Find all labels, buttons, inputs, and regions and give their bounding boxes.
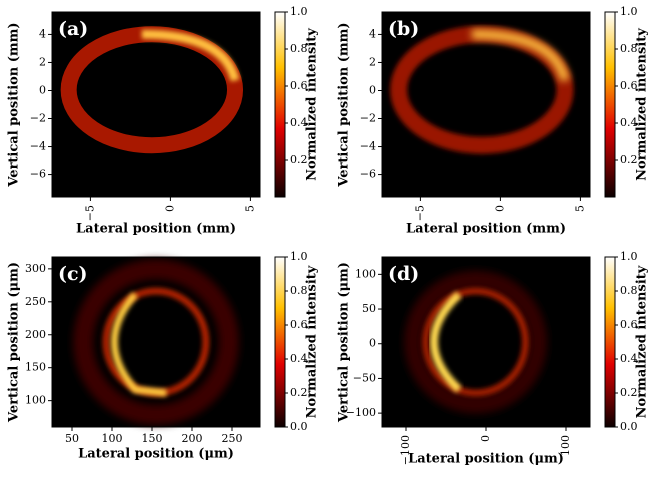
x-tick-label: 100 — [102, 432, 123, 445]
x-tick-label: 200 — [182, 432, 203, 445]
plot-frame — [381, 11, 591, 198]
y-tick-label: 0 — [39, 83, 46, 96]
y-tick-label: 2 — [39, 55, 46, 68]
colorbar — [274, 11, 286, 198]
colorbar-tick-label: 0.6 — [620, 79, 638, 92]
colorbar — [604, 11, 616, 198]
plot-frame — [51, 11, 261, 198]
y-axis-label: Vertical position (μm) — [337, 262, 352, 423]
y-tick-label: −100 — [346, 406, 376, 419]
colorbar-label: Normalized intensity — [305, 28, 320, 181]
colorbar — [274, 256, 286, 428]
ring — [422, 287, 530, 397]
y-tick-label: 300 — [25, 262, 46, 275]
ring-bright — [141, 29, 240, 82]
colorbar-tick-label: 0.8 — [290, 42, 308, 55]
colorbar-tick-label: 0.6 — [620, 318, 638, 331]
panel-label: (b) — [388, 18, 419, 40]
colorbar-tick-label: 0.0 — [290, 420, 308, 433]
colorbar-tick-label: 0.2 — [620, 386, 638, 399]
y-axis-label: Vertical position (mm) — [7, 22, 22, 187]
x-tick-label: 5 — [243, 205, 256, 212]
y-tick-label: 0 — [369, 337, 376, 350]
colorbar-label: Normalized intensity — [635, 265, 649, 418]
y-tick-label: −50 — [353, 371, 376, 384]
y-tick-label: −2 — [360, 112, 376, 125]
x-tick-label: −5 — [413, 205, 426, 221]
colorbar-tick-label: 0.6 — [290, 79, 308, 92]
y-tick-label: 2 — [369, 55, 376, 68]
y-tick-label: −4 — [360, 140, 376, 153]
plot-frame — [51, 256, 261, 428]
y-tick-label: 100 — [25, 394, 46, 407]
y-tick-label: 200 — [25, 328, 46, 341]
ring-bright — [471, 29, 570, 82]
colorbar-tick-label: 0.2 — [290, 386, 308, 399]
panel-label: (a) — [58, 18, 88, 40]
colorbar-tick-label: 0.2 — [290, 153, 308, 166]
x-tick-label: 100 — [559, 435, 572, 456]
colorbar-label: Normalized intensity — [305, 265, 320, 418]
colorbar-tick-label: 0.4 — [290, 352, 308, 365]
y-tick-label: 0 — [369, 83, 376, 96]
colorbar — [604, 256, 616, 428]
y-axis-label: Vertical position (mm) — [337, 22, 352, 187]
colorbar-tick-label: 0.6 — [290, 318, 308, 331]
x-axis-label: Lateral position (mm) — [76, 222, 236, 237]
colorbar-tick-label: 1.0 — [620, 5, 638, 18]
x-axis-label: Lateral position (μm) — [78, 447, 234, 462]
colorbar-tick-label: 0.8 — [290, 284, 308, 297]
colorbar-tick-label: 1.0 — [620, 250, 638, 263]
x-tick-label: −100 — [399, 435, 412, 465]
y-tick-label: 150 — [25, 361, 46, 374]
y-tick-label: −6 — [360, 168, 376, 181]
colorbar-tick-label: 0.8 — [620, 284, 638, 297]
colorbar-tick-label: 0.4 — [620, 116, 638, 129]
x-axis-label: Lateral position (μm) — [408, 452, 564, 467]
y-tick-label: 250 — [25, 295, 46, 308]
x-tick-label: 250 — [222, 432, 243, 445]
x-tick-label: 0 — [163, 205, 176, 212]
x-tick-label: −5 — [83, 205, 96, 221]
panel-label: (d) — [388, 263, 419, 285]
ring-halo — [404, 270, 548, 414]
y-tick-label: −2 — [30, 112, 46, 125]
colorbar-tick-label: 0.0 — [620, 420, 638, 433]
y-tick-label: 4 — [369, 27, 376, 40]
x-tick-label: 50 — [65, 432, 79, 445]
x-tick-label: 0 — [493, 205, 506, 212]
colorbar-label: Normalized intensity — [635, 28, 649, 181]
y-tick-label: 50 — [362, 302, 376, 315]
x-tick-label: 5 — [573, 205, 586, 212]
y-tick-label: 100 — [355, 267, 376, 280]
colorbar-tick-label: 0.8 — [620, 42, 638, 55]
colorbar-tick-label: 0.2 — [620, 153, 638, 166]
colorbar-tick-label: 1.0 — [290, 250, 308, 263]
ring-bright — [111, 292, 167, 397]
colorbar-tick-label: 0.4 — [620, 352, 638, 365]
y-tick-label: −6 — [30, 168, 46, 181]
x-tick-label: 150 — [142, 432, 163, 445]
colorbar-tick-label: 1.0 — [290, 5, 308, 18]
ring-halo — [73, 259, 239, 425]
y-tick-label: −4 — [30, 140, 46, 153]
y-tick-label: 4 — [39, 27, 46, 40]
x-tick-label: 0 — [479, 435, 492, 442]
panel-label: (c) — [58, 263, 88, 285]
ring-bright — [430, 291, 462, 393]
y-axis-label: Vertical position (μm) — [7, 262, 22, 423]
x-axis-label: Lateral position (mm) — [406, 222, 566, 237]
colorbar-tick-label: 0.4 — [290, 116, 308, 129]
